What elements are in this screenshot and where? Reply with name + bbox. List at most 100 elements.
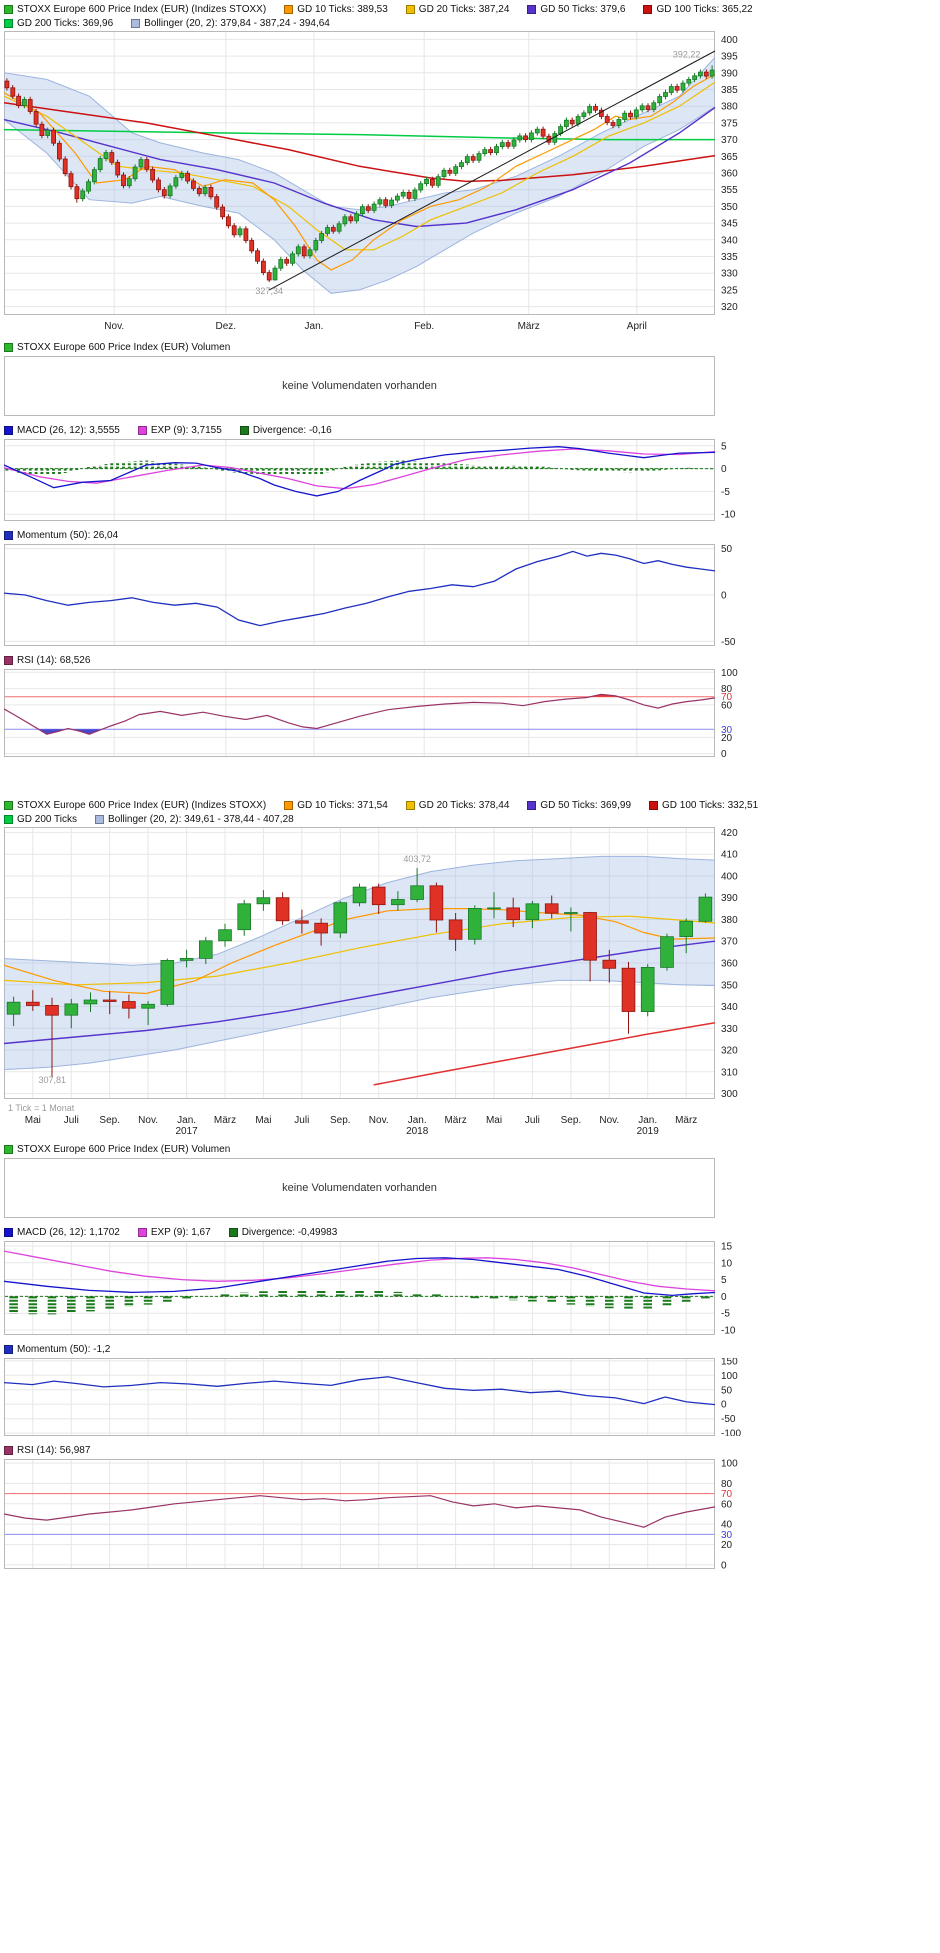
svg-text:Juli: Juli bbox=[525, 1115, 540, 1126]
svg-text:20: 20 bbox=[721, 1540, 733, 1551]
legend-color-swatch bbox=[527, 4, 537, 14]
svg-text:350: 350 bbox=[721, 980, 738, 991]
svg-text:420: 420 bbox=[721, 828, 738, 839]
rsi-legend-row: RSI (14): 68,526 bbox=[4, 654, 764, 666]
svg-text:Nov.: Nov. bbox=[369, 1115, 389, 1126]
legend-item: GD 200 Ticks bbox=[4, 814, 77, 825]
svg-text:Jan.: Jan. bbox=[408, 1115, 427, 1126]
legend-color-swatch bbox=[4, 800, 13, 810]
svg-text:330: 330 bbox=[721, 1024, 738, 1035]
svg-text:330: 330 bbox=[721, 269, 738, 280]
svg-text:400: 400 bbox=[721, 872, 738, 883]
legend-label: GD 10 Ticks: 371,54 bbox=[297, 799, 388, 811]
svg-text:80: 80 bbox=[721, 1479, 733, 1490]
svg-text:150: 150 bbox=[721, 1358, 738, 1367]
svg-text:380: 380 bbox=[721, 102, 738, 113]
svg-text:370: 370 bbox=[721, 937, 738, 948]
legend-color-swatch bbox=[228, 1227, 238, 1237]
legend-item: Bollinger (20, 2): 349,61 - 378,44 - 407… bbox=[95, 814, 294, 825]
chart-group-monthly: STOXX Europe 600 Price Index (EUR) (Indi… bbox=[4, 799, 764, 1569]
svg-text:Mai: Mai bbox=[255, 1115, 271, 1126]
legend-color-swatch bbox=[239, 425, 249, 435]
legend-color-swatch bbox=[284, 800, 294, 810]
legend-item: Momentum (50): -1,2 bbox=[4, 1344, 110, 1355]
svg-text:390: 390 bbox=[721, 68, 738, 79]
svg-text:Dez.: Dez. bbox=[216, 321, 237, 332]
legend-color-swatch bbox=[4, 342, 13, 352]
svg-text:-5: -5 bbox=[721, 1309, 730, 1320]
legend-label: Momentum (50): 26,04 bbox=[17, 529, 119, 541]
svg-text:-50: -50 bbox=[721, 1414, 736, 1425]
svg-text:335: 335 bbox=[721, 252, 738, 263]
legend-label: STOXX Europe 600 Price Index (EUR) Volum… bbox=[17, 1143, 231, 1155]
legend-item: GD 20 Ticks: 387,24 bbox=[405, 4, 509, 15]
momentum-chart-daily[interactable]: 50 0 -50 bbox=[4, 544, 756, 646]
legend-color-swatch bbox=[405, 4, 415, 14]
svg-text:0: 0 bbox=[721, 749, 727, 757]
legend-label: MACD (26, 12): 1,1702 bbox=[17, 1226, 120, 1238]
momentum-legend-row: Momentum (50): 26,04 bbox=[4, 529, 764, 541]
volume-empty-message: keine Volumendaten vorhanden bbox=[282, 1182, 437, 1194]
legend-item: GD 10 Ticks: 389,53 bbox=[284, 4, 388, 15]
svg-text:340: 340 bbox=[721, 235, 738, 246]
volume-title-row: STOXX Europe 600 Price Index (EUR) Volum… bbox=[4, 1143, 764, 1155]
macd-chart-monthly[interactable]: 15 10 5 0 -5 -10 bbox=[4, 1241, 756, 1335]
legend-item: EXP (9): 3,7155 bbox=[137, 425, 222, 436]
legend-item: Divergence: -0,49983 bbox=[228, 1227, 337, 1238]
price-legend-row-1: STOXX Europe 600 Price Index (EUR) (Indi… bbox=[4, 3, 764, 15]
svg-text:307,81: 307,81 bbox=[39, 1075, 67, 1085]
stock-charts-page: STOXX Europe 600 Price Index (EUR) (Indi… bbox=[4, 3, 764, 1569]
svg-text:2019: 2019 bbox=[637, 1126, 660, 1137]
svg-text:350: 350 bbox=[721, 202, 738, 213]
svg-text:März: März bbox=[518, 321, 540, 332]
legend-color-swatch bbox=[4, 530, 13, 540]
svg-text:20: 20 bbox=[721, 733, 733, 744]
svg-text:340: 340 bbox=[721, 1002, 738, 1013]
legend-label: Bollinger (20, 2): 349,61 - 378,44 - 407… bbox=[108, 813, 294, 825]
svg-text:60: 60 bbox=[721, 700, 733, 711]
svg-text:Juli: Juli bbox=[294, 1115, 309, 1126]
svg-text:50: 50 bbox=[721, 544, 733, 555]
price-legend-row-2: GD 200 Ticks: 369,96 Bollinger (20, 2): 3… bbox=[4, 17, 764, 29]
macd-legend-row: MACD (26, 12): 3,5555 EXP (9): 3,7155 Dive… bbox=[4, 424, 764, 436]
chart-group-daily: STOXX Europe 600 Price Index (EUR) (Indi… bbox=[4, 3, 764, 757]
svg-text:Mai: Mai bbox=[25, 1115, 41, 1126]
svg-text:-10: -10 bbox=[721, 1326, 736, 1336]
legend-label: STOXX Europe 600 Price Index (EUR) (Indi… bbox=[17, 3, 267, 15]
legend-color-swatch bbox=[4, 425, 13, 435]
legend-label: Bollinger (20, 2): 379,84 - 387,24 - 394… bbox=[144, 17, 330, 29]
svg-text:320: 320 bbox=[721, 1046, 738, 1057]
macd-chart-daily[interactable]: 5 0 -5 -10 bbox=[4, 439, 756, 521]
price-chart-daily[interactable]: 400 395 390 385 380 375 370 365 360 355 350 345 340 3… bbox=[4, 31, 756, 335]
legend-item: STOXX Europe 600 Price Index (EUR) Volum… bbox=[4, 1144, 230, 1155]
svg-text:Nov.: Nov. bbox=[599, 1115, 619, 1126]
svg-text:410: 410 bbox=[721, 850, 738, 861]
legend-label: GD 100 Ticks: 365,22 bbox=[656, 3, 753, 15]
legend-item: Bollinger (20, 2): 379,84 - 387,24 - 394… bbox=[131, 18, 330, 29]
legend-item: Divergence: -0,16 bbox=[239, 425, 332, 436]
macd-legend-row: MACD (26, 12): 1,1702 EXP (9): 1,67 Diverg… bbox=[4, 1226, 764, 1238]
svg-text:0: 0 bbox=[721, 1292, 727, 1303]
svg-text:-50: -50 bbox=[721, 637, 736, 646]
legend-label: GD 50 Ticks: 369,99 bbox=[540, 799, 632, 811]
svg-text:403,72: 403,72 bbox=[403, 854, 431, 864]
svg-text:60: 60 bbox=[721, 1499, 733, 1510]
price-legend-row-1: STOXX Europe 600 Price Index (EUR) (Indi… bbox=[4, 799, 764, 811]
legend-color-swatch bbox=[131, 18, 141, 28]
rsi-legend-row: RSI (14): 56,987 bbox=[4, 1444, 764, 1456]
price-chart-monthly[interactable]: 420 410 400 390 380 370 360 350 340 330 320 310 300 M… bbox=[4, 827, 756, 1137]
legend-label: GD 20 Ticks: 378,44 bbox=[418, 799, 510, 811]
volume-empty-box: keine Volumendaten vorhanden bbox=[4, 356, 715, 416]
svg-text:Jan.: Jan. bbox=[305, 321, 324, 332]
svg-text:360: 360 bbox=[721, 169, 738, 180]
svg-text:100: 100 bbox=[721, 1459, 738, 1470]
momentum-chart-monthly[interactable]: 150 100 50 0 -50 -100 bbox=[4, 1358, 756, 1436]
svg-text:5: 5 bbox=[721, 1275, 727, 1286]
svg-text:10: 10 bbox=[721, 1258, 733, 1269]
legend-color-swatch bbox=[649, 800, 659, 810]
legend-item: RSI (14): 56,987 bbox=[4, 1445, 90, 1456]
legend-item: GD 100 Ticks: 332,51 bbox=[649, 800, 758, 811]
legend-item: STOXX Europe 600 Price Index (EUR) Volum… bbox=[4, 342, 230, 353]
